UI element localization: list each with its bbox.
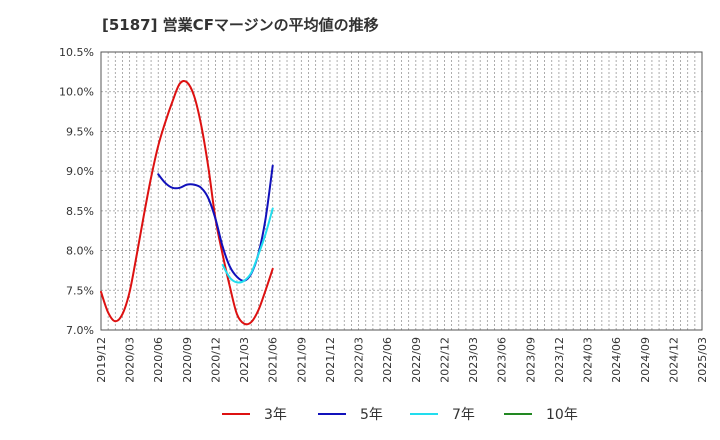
series-lines (100, 79, 274, 326)
x-tick-label: 2021/03 (238, 337, 251, 383)
x-tick-label: 2022/12 (438, 337, 451, 383)
x-tick-label: 2020/09 (181, 337, 194, 383)
x-tick-label: 2022/06 (381, 337, 394, 383)
x-tick-label: 2021/12 (324, 337, 337, 383)
y-tick-label: 7.5% (66, 284, 94, 297)
y-tick-label: 8.5% (66, 205, 94, 218)
legend: 3年 5年 7年 10年 (222, 407, 578, 423)
legend-label: 3年 (264, 407, 287, 423)
legend-label: 7年 (452, 407, 475, 423)
y-tick-label: 10.5% (59, 46, 94, 59)
grid (100, 51, 703, 331)
x-tick-label: 2024/03 (582, 337, 595, 383)
x-tick-label: 2020/03 (124, 337, 137, 383)
x-tick-label: 2021/09 (295, 337, 308, 383)
x-tick-label: 2019/12 (95, 337, 108, 383)
y-tick-label: 9.0% (66, 165, 94, 178)
y-tick-label: 9.5% (66, 125, 94, 138)
x-tick-label: 2020/06 (152, 337, 165, 383)
x-tick-label: 2024/12 (667, 337, 680, 383)
y-tick-label: 10.0% (59, 86, 94, 99)
x-tick-label: 2024/09 (639, 337, 652, 383)
series-line-7年 (221, 207, 274, 284)
legend-label: 5年 (360, 407, 383, 423)
chart-title: [5187] 営業CFマージンの平均値の推移 (102, 16, 379, 34)
x-tick-label: 2023/06 (496, 337, 509, 383)
plot-frame (100, 51, 703, 331)
x-tick-label: 2024/06 (610, 337, 623, 383)
x-tick-label: 2021/06 (267, 337, 280, 383)
x-tick-label: 2023/03 (467, 337, 480, 383)
x-tick-label: 2023/12 (553, 337, 566, 383)
y-tick-label: 8.0% (66, 245, 94, 258)
x-tick-label: 2025/03 (696, 337, 709, 383)
x-tick-label: 2023/09 (524, 337, 537, 383)
x-tick-label: 2022/09 (410, 337, 423, 383)
x-tick-label: 2022/03 (353, 337, 366, 383)
axes: 7.0% 7.5% 8.0% 8.5% 9.0% 9.5% 10.0% 10.5% 2019/1… (59, 46, 709, 383)
x-tick-label: 2020/12 (209, 337, 222, 383)
y-tick-label: 7.0% (66, 324, 94, 337)
legend-label: 10年 (546, 407, 578, 423)
series-line-3年 (100, 79, 274, 326)
